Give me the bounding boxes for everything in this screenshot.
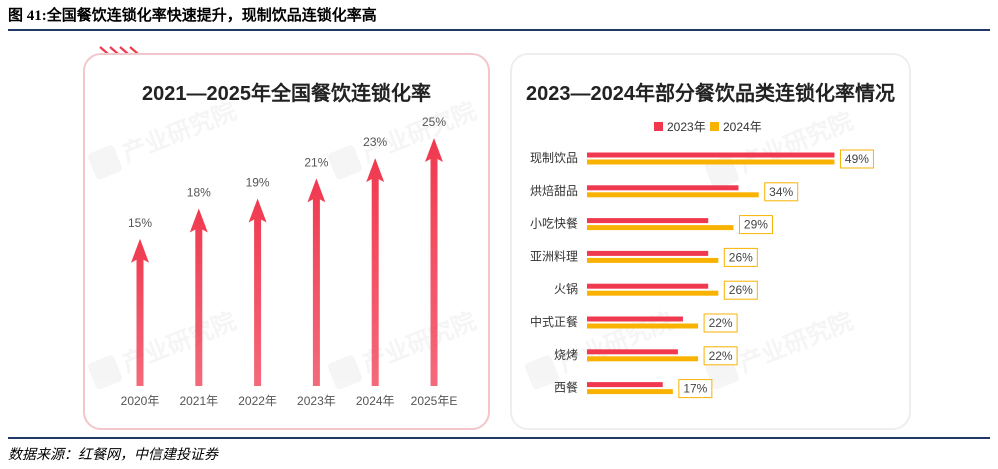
bar-2024 <box>587 257 719 263</box>
legend-swatch-2024 <box>710 122 719 131</box>
value-label-box <box>703 313 738 333</box>
legend-label-2024: 2024年 <box>723 120 762 134</box>
watermark-text: 产业研究院 <box>735 107 857 178</box>
bar-value-label: 34% <box>769 185 793 199</box>
bar-value-label: 22% <box>709 316 733 330</box>
bar-2023 <box>587 349 678 355</box>
bar-2024 <box>587 323 699 329</box>
bar-2024 <box>587 290 719 296</box>
bar-value-label: 22% <box>709 349 733 363</box>
year-tick-label: 2022年 <box>238 394 277 408</box>
year-tick-label: 2023年 <box>297 394 336 408</box>
category-label: 中式正餐 <box>530 314 578 329</box>
bar-2024 <box>587 192 759 198</box>
bar-value-label: 49% <box>845 152 869 166</box>
legend-label-2023: 2023年 <box>667 120 706 134</box>
chain-rate-arrow <box>248 198 267 386</box>
category-label: 现制饮品 <box>530 151 578 165</box>
bar-2023 <box>587 218 709 224</box>
watermark: 产业研究院 <box>87 97 240 180</box>
chain-rate-arrow <box>307 178 326 386</box>
arrow-value-label: 23% <box>363 135 387 149</box>
year-tick-label: 2021年 <box>179 394 218 408</box>
watermark: 产业研究院 <box>327 307 480 390</box>
legend-swatch-2023 <box>654 122 663 131</box>
bar-2024 <box>587 159 835 165</box>
bar-2023 <box>587 316 683 322</box>
category-label: 亚洲料理 <box>530 249 578 263</box>
year-tick-label: 2025年E <box>411 394 458 408</box>
right-chart-title: 2023—2024年部分餐饮品类连锁化率情况 <box>526 83 895 105</box>
figure-title: 图 41:全国餐饮连锁化率快速提升，现制饮品连锁化率高 <box>8 8 377 24</box>
chain-rate-arrow <box>189 208 208 386</box>
category-label: 西餐 <box>554 380 578 395</box>
value-label-box <box>703 346 738 366</box>
watermark-text: 产业研究院 <box>358 97 480 168</box>
value-label-box <box>678 379 713 399</box>
category-label: 烧烤 <box>554 347 578 362</box>
bar-value-label: 26% <box>729 283 753 297</box>
bar-value-label: 17% <box>683 382 707 396</box>
legend: 2023年 2024年 <box>654 120 762 134</box>
value-label-box <box>738 215 773 235</box>
chain-rate-arrow <box>131 238 149 386</box>
arrow-value-label: 19% <box>246 175 270 189</box>
top-rule <box>8 29 990 31</box>
bar-2023 <box>587 250 709 256</box>
arrow-value-label: 21% <box>304 155 328 169</box>
value-label-box <box>723 280 758 300</box>
value-label-box <box>723 247 758 267</box>
bar-value-label: 29% <box>744 218 768 232</box>
bottom-rule <box>8 437 990 439</box>
watermark: 产业研究院 <box>327 97 480 180</box>
year-tick-label: 2024年 <box>356 394 395 408</box>
watermark: 产业研究院 <box>87 307 240 390</box>
chain-rate-arrow <box>425 138 443 386</box>
bar-2023 <box>587 185 739 191</box>
bar-2023 <box>587 382 663 388</box>
arrow-value-label: 15% <box>128 216 152 230</box>
watermark-text: 产业研究院 <box>735 307 857 378</box>
chain-rate-arrow <box>366 158 385 386</box>
category-label: 火锅 <box>554 281 578 296</box>
category-label: 小吃快餐 <box>530 216 578 231</box>
bar-2024 <box>587 225 734 231</box>
bar-2024 <box>587 356 699 362</box>
arrow-value-label: 25% <box>422 115 446 129</box>
arrow-value-label: 18% <box>187 186 211 200</box>
value-label-box <box>839 149 874 169</box>
bar-2024 <box>587 389 673 395</box>
watermark-text: 产业研究院 <box>118 97 240 168</box>
source-note: 数据来源：红餐网，中信建投证券 <box>8 448 218 463</box>
left-chart-title: 2021—2025年全国餐饮连锁化率 <box>142 83 431 105</box>
category-label: 烘焙甜品 <box>530 183 578 198</box>
bar-2023 <box>587 283 709 289</box>
category-chain-rate-panel: 2023—2024年部分餐饮品类连锁化率情况 产业研究院 产业研究院 产业研究院 20… <box>510 53 911 430</box>
bar-2023 <box>587 152 835 158</box>
value-label-box <box>764 182 799 202</box>
national-chain-rate-panel: 2021—2025年全国餐饮连锁化率 产业研究院 产业研究院 产业研究院 产业研究院 1… <box>83 53 490 430</box>
year-tick-label: 2020年 <box>121 394 160 408</box>
bar-value-label: 26% <box>729 250 753 264</box>
